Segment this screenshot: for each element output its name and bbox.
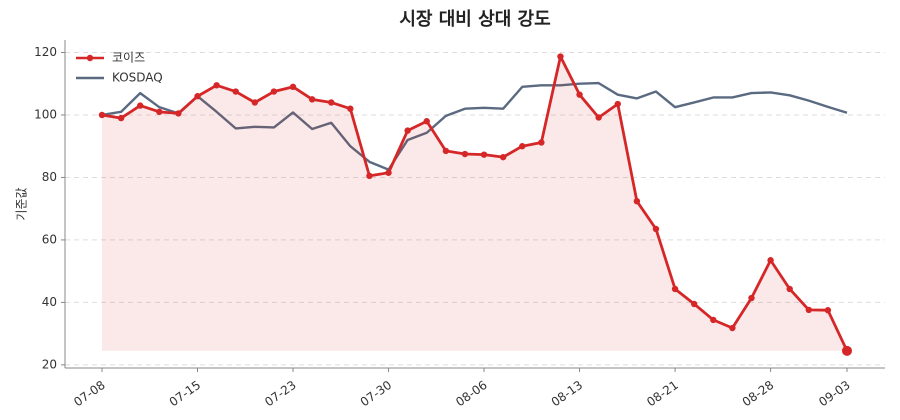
point [404, 127, 411, 134]
area [102, 56, 847, 351]
y-tick-label: 80 [42, 170, 57, 184]
point [499, 153, 507, 161]
point [289, 83, 297, 91]
point [786, 285, 793, 293]
point [156, 108, 163, 116]
y-axis-label: 기준값 [15, 187, 29, 220]
point [519, 143, 526, 150]
y-tick-label: 40 [42, 295, 57, 309]
point [175, 110, 182, 117]
x-tick-label: 08-28 [740, 378, 777, 409]
point [690, 300, 698, 308]
x-tick-label: 08-06 [453, 378, 490, 409]
y-tick-label: 20 [42, 357, 57, 371]
line [101, 81, 848, 171]
point [347, 105, 354, 112]
point [98, 111, 106, 119]
point [557, 53, 564, 60]
point [480, 151, 488, 158]
legend-label: KOSDAQ [112, 71, 163, 85]
y-tick-label: 60 [42, 232, 57, 246]
point [385, 169, 392, 176]
point [442, 147, 450, 155]
y-tick-label: 120 [34, 45, 57, 59]
x-tick-label: 09-03 [816, 378, 853, 409]
point [117, 114, 125, 122]
point [213, 82, 220, 89]
point [576, 91, 583, 98]
point [671, 285, 679, 293]
point [729, 324, 736, 332]
point [137, 102, 144, 109]
point [538, 139, 545, 146]
point [308, 96, 316, 103]
legend-marker [86, 54, 94, 62]
x-tick-label: 07-08 [71, 378, 108, 409]
point [805, 306, 812, 314]
point [652, 225, 660, 233]
point [232, 88, 239, 95]
point [633, 197, 641, 205]
line [101, 55, 849, 352]
point [824, 307, 832, 314]
point [270, 88, 278, 95]
point [595, 114, 602, 121]
y-tick-label: 100 [34, 107, 57, 121]
point [842, 345, 852, 356]
point [423, 118, 430, 125]
legend-label: 코이즈 [112, 51, 145, 65]
point [461, 150, 469, 158]
x-tick-label: 08-13 [549, 378, 586, 409]
x-tick-label: 07-30 [358, 378, 395, 409]
point [366, 172, 373, 180]
point [614, 100, 621, 108]
point [251, 99, 259, 106]
point [328, 99, 335, 106]
chart-title: 시장 대비 상대 강도 [399, 9, 550, 30]
point [767, 257, 774, 264]
x-tick-label: 08-21 [644, 378, 681, 409]
point [710, 316, 717, 324]
x-tick-label: 07-23 [262, 378, 299, 409]
x-tick-label: 07-15 [167, 378, 204, 409]
point [748, 294, 755, 302]
point [194, 93, 201, 100]
